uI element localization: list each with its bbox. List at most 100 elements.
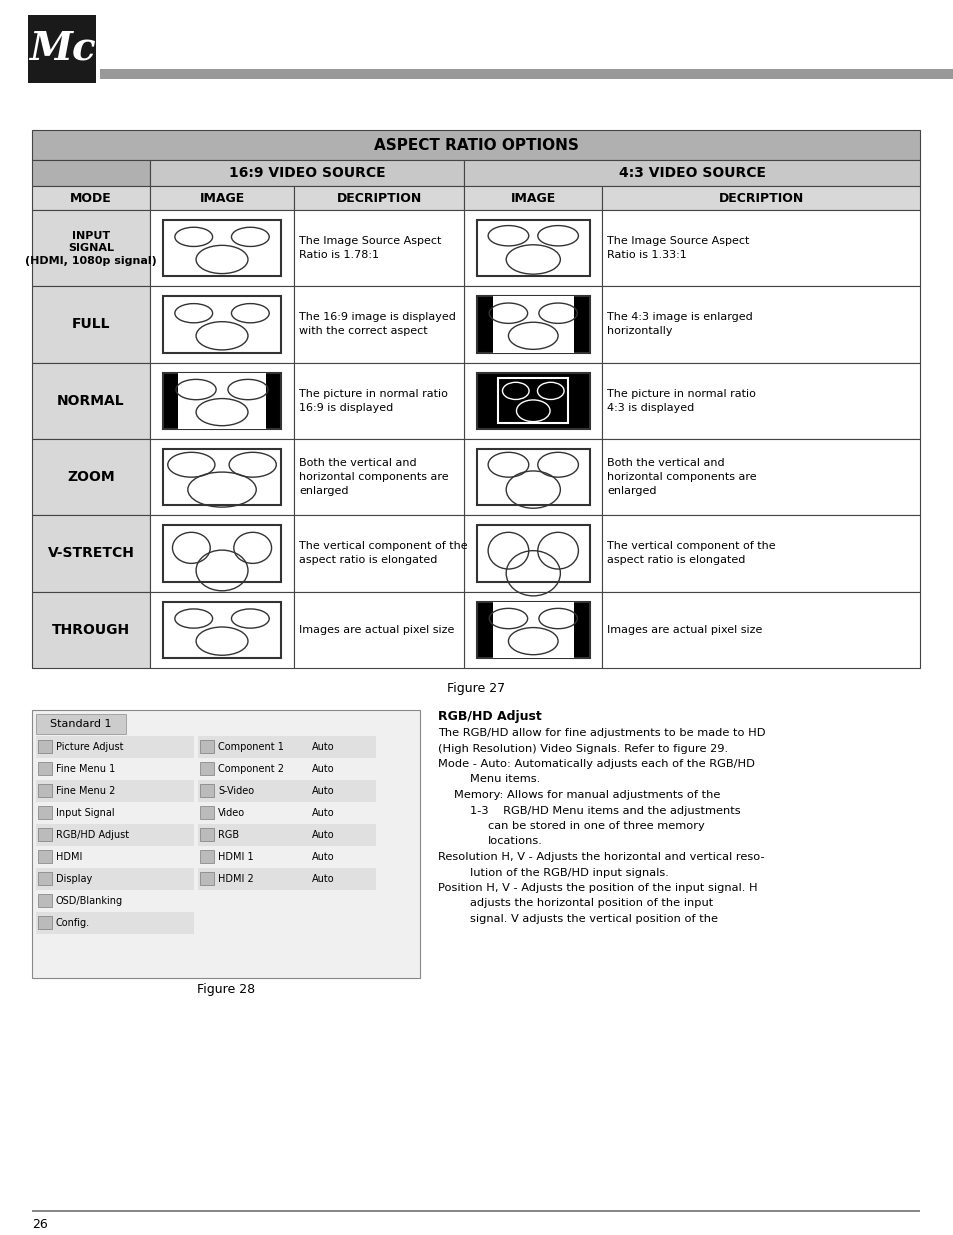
Text: Display: Display [56,874,92,884]
Bar [32,130,919,161]
Bar [36,781,193,802]
Text: The Image Source Aspect
Ratio is 1.33:1: The Image Source Aspect Ratio is 1.33:1 [606,236,749,261]
Bar [150,363,294,438]
Bar [200,740,213,753]
Bar [464,592,601,668]
Text: 4:3 VIDEO SOURCE: 4:3 VIDEO SOURCE [618,165,765,180]
Bar [36,802,193,824]
Bar [36,758,193,781]
Bar [601,186,919,210]
Bar [163,220,281,277]
Bar [294,186,464,210]
Bar [601,287,919,363]
Text: Input Signal: Input Signal [56,808,114,818]
Text: 1-3    RGB/HD Menu items and the adjustments: 1-3 RGB/HD Menu items and the adjustment… [470,805,740,815]
Text: IMAGE: IMAGE [510,191,556,205]
Text: Menu items.: Menu items. [470,774,539,784]
Text: Config.: Config. [56,918,90,927]
Bar [492,601,574,658]
Bar [198,824,375,846]
Text: RGB/HD Adjust: RGB/HD Adjust [56,830,129,840]
Text: Auto: Auto [312,808,335,818]
Bar [32,161,150,186]
Bar [601,210,919,287]
Text: Both the vertical and
horizontal components are
enlarged: Both the vertical and horizontal compone… [298,458,448,496]
Text: Resolution H, V - Adjusts the horizontal and vertical reso-: Resolution H, V - Adjusts the horizontal… [437,852,763,862]
Bar [163,601,281,658]
Text: HDMI 2: HDMI 2 [218,874,253,884]
Bar [163,450,281,505]
Bar [476,220,589,277]
Text: Standard 1: Standard 1 [51,719,112,729]
Bar [497,378,568,424]
Bar [200,850,213,863]
Text: Auto: Auto [312,785,335,797]
Text: Auto: Auto [312,742,335,752]
Text: 26: 26 [32,1218,48,1231]
Text: Mc: Mc [29,30,95,68]
Text: Figure 27: Figure 27 [446,682,504,695]
Text: Video: Video [218,808,245,818]
Text: (High Resolution) Video Signals. Refer to figure 29.: (High Resolution) Video Signals. Refer t… [437,743,727,753]
Bar [464,161,919,186]
Bar [464,438,601,515]
Text: Auto: Auto [312,830,335,840]
Bar [476,450,589,505]
Bar [32,210,150,287]
Bar [200,784,213,797]
Text: Fine Menu 1: Fine Menu 1 [56,764,115,774]
Bar [294,515,464,592]
Bar [198,758,375,781]
Bar [36,846,193,868]
Bar [294,438,464,515]
Text: RGB: RGB [218,830,239,840]
Text: RGB/HD Adjust: RGB/HD Adjust [437,710,541,722]
Bar [32,515,150,592]
Bar [200,762,213,776]
Bar [38,762,52,776]
Text: Picture Adjust: Picture Adjust [56,742,123,752]
Text: DECRIPTION: DECRIPTION [718,191,802,205]
Bar [198,802,375,824]
Bar [36,736,193,758]
Text: Figure 28: Figure 28 [196,983,254,995]
Bar [294,592,464,668]
Bar [38,806,52,819]
Bar [464,186,601,210]
Bar [200,806,213,819]
Text: The RGB/HD allow for fine adjustments to be made to HD: The RGB/HD allow for fine adjustments to… [437,727,764,739]
Bar [476,296,589,353]
Text: V-STRETCH: V-STRETCH [48,547,134,561]
Text: THROUGH: THROUGH [51,622,130,637]
Text: 16:9 VIDEO SOURCE: 16:9 VIDEO SOURCE [229,165,385,180]
Bar [163,373,281,429]
Text: signal. V adjusts the vertical position of the: signal. V adjusts the vertical position … [470,914,718,924]
Bar [464,363,601,438]
Text: Images are actual pixel size: Images are actual pixel size [298,625,454,635]
Bar [150,515,294,592]
Text: Auto: Auto [312,852,335,862]
Bar [294,210,464,287]
Bar [198,781,375,802]
Bar [38,916,52,929]
Bar [38,850,52,863]
Bar [38,740,52,753]
Text: Auto: Auto [312,764,335,774]
Bar [476,601,589,658]
Bar [32,186,150,210]
Text: Images are actual pixel size: Images are actual pixel size [606,625,761,635]
Bar [32,1210,919,1212]
Text: ZOOM: ZOOM [67,471,114,484]
Text: S-Video: S-Video [218,785,253,797]
Bar [198,846,375,868]
Text: locations.: locations. [488,836,542,846]
Text: HDMI: HDMI [56,852,82,862]
Bar [32,710,419,978]
Text: The picture in normal ratio
4:3 is displayed: The picture in normal ratio 4:3 is displ… [606,389,755,412]
Bar [150,438,294,515]
Bar [36,890,193,911]
Bar [476,373,589,429]
Bar [294,287,464,363]
Bar [32,287,150,363]
Bar [163,525,281,582]
